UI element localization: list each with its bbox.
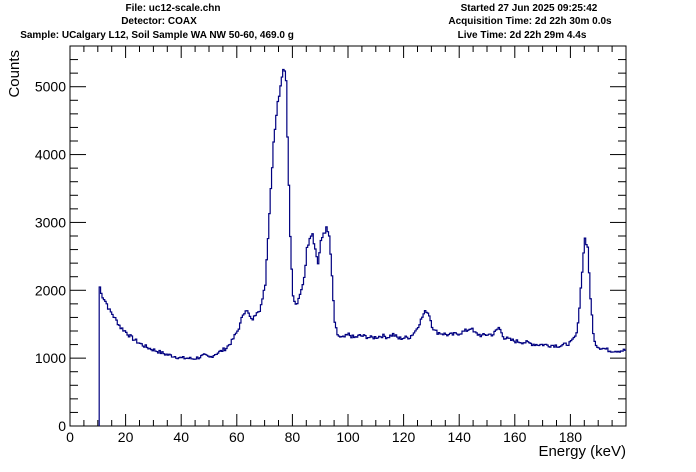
live-time-label: Live Time: 2d 22h 29m 4.4s [457,30,587,41]
y-tick-label: 0 [58,418,66,434]
y-tick-label: 5000 [35,79,66,95]
plot-frame [69,45,627,427]
x-tick-label: 80 [285,429,301,445]
series-line [98,68,626,426]
x-tick-label: 140 [448,429,472,445]
sample-label: Sample: UCalgary L12, Soil Sample WA NW … [20,30,294,41]
x-tick-label: 40 [173,429,189,445]
tick-labels: 0 20 40 60 80 100 120 140 160 180 0 1000 2000 3000 400… [35,79,582,445]
x-tick-label: 120 [392,429,416,445]
y-tick-label: 3000 [35,214,66,230]
y-axis-title: Counts [6,50,23,98]
started-label: Started 27 Jun 2025 09:25:42 [460,3,598,14]
detector-label: Detector: COAX [121,16,197,27]
y-tick-label: 4000 [35,147,66,163]
axes [69,45,627,427]
y-tick-label: 2000 [35,282,66,298]
acquisition-time-label: Acquisition Time: 2d 22h 30m 0.0s [448,16,612,27]
x-axis-title: Energy (keV) [538,443,626,460]
x-tick-label: 100 [336,429,360,445]
x-tick-label: 20 [118,429,134,445]
file-label: File: uc12-scale.chn [125,3,221,14]
x-tick-label: 0 [66,429,74,445]
x-tick-label: 160 [503,429,527,445]
x-tick-label: 180 [559,429,583,445]
axis-ticks [69,45,626,427]
x-tick-label: 60 [229,429,245,445]
y-tick-label: 1000 [35,350,66,366]
